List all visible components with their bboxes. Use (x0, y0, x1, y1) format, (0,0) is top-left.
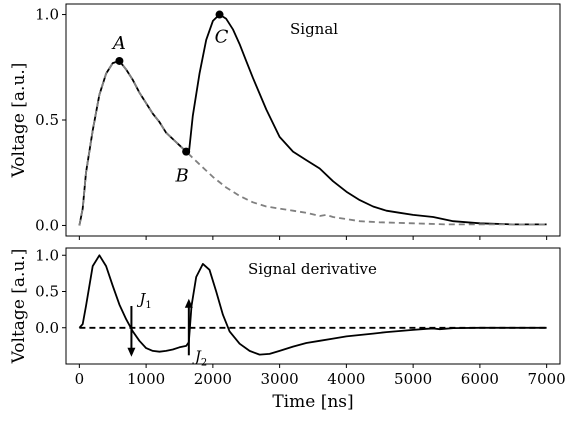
derivative-y-tick-label: 0.5 (35, 283, 59, 301)
derivative-x-tick-label: 1000 (127, 370, 165, 388)
arrow-head (184, 298, 193, 308)
derivative-annotation: Signal derivative (248, 260, 377, 278)
arrow-label: J1 (136, 290, 151, 311)
signal-annotation: Signal (290, 20, 338, 38)
arrow-label-subscript: 2 (201, 357, 207, 368)
derivative-panel: 0.0 0.5 1.0 0 1000 2000 3000 4000 5000 6000 7000 J… (9, 246, 566, 412)
derivative-x-tick-label: 0 (75, 370, 85, 388)
point-marker (182, 147, 191, 156)
signal-series-line-solid (78, 13, 547, 226)
signal-y-tick-label: 0.0 (35, 216, 59, 234)
derivative-y-axis-label: Voltage [a.u.] (9, 249, 29, 365)
signal-y-tick-label: 1.0 (35, 6, 59, 24)
derivative-x-tick-label: 2000 (194, 370, 232, 388)
point-label: B (175, 166, 189, 187)
derivative-y-tick-label: 0.0 (35, 319, 59, 337)
arrow-label-subscript: 1 (145, 300, 151, 311)
point-label: A (111, 33, 126, 54)
derivative-arrows: J1 J2 (127, 290, 207, 368)
signal-panel: 0.0 0.5 1.0 A B C Signal Voltage [a.u.] (9, 3, 561, 240)
signal-series-line-dashed (78, 60, 547, 226)
derivative-series-line-solid (78, 254, 547, 356)
signal-y-tick-label: 0.5 (35, 111, 59, 129)
arrow-head (127, 347, 136, 357)
signal-axis-ticks: 0.0 0.5 1.0 (35, 6, 548, 240)
signal-y-axis-label: Voltage [a.u.] (9, 63, 29, 179)
derivative-x-tick-label: 4000 (327, 370, 365, 388)
signal-lines (78, 13, 547, 226)
derivative-x-tick-label: 6000 (461, 370, 499, 388)
x-axis-label: Time [ns] (272, 392, 353, 412)
point-label: C (215, 27, 229, 48)
derivative-x-tick-label: 5000 (394, 370, 432, 388)
point-marker (215, 10, 224, 19)
arrow-label: J2 (192, 347, 207, 368)
derivative-lines (78, 254, 547, 356)
point-marker (115, 56, 124, 65)
derivative-x-tick-label: 3000 (261, 370, 299, 388)
derivative-y-tick-label: 1.0 (35, 246, 59, 264)
signal-points: A B C (111, 10, 229, 187)
derivative-plot-frame (65, 247, 561, 365)
signal-plot-frame (65, 3, 561, 237)
derivative-x-tick-label: 7000 (528, 370, 566, 388)
derivative-axis-ticks: 0.0 0.5 1.0 0 1000 2000 3000 4000 5000 6000 7000 (35, 246, 566, 388)
